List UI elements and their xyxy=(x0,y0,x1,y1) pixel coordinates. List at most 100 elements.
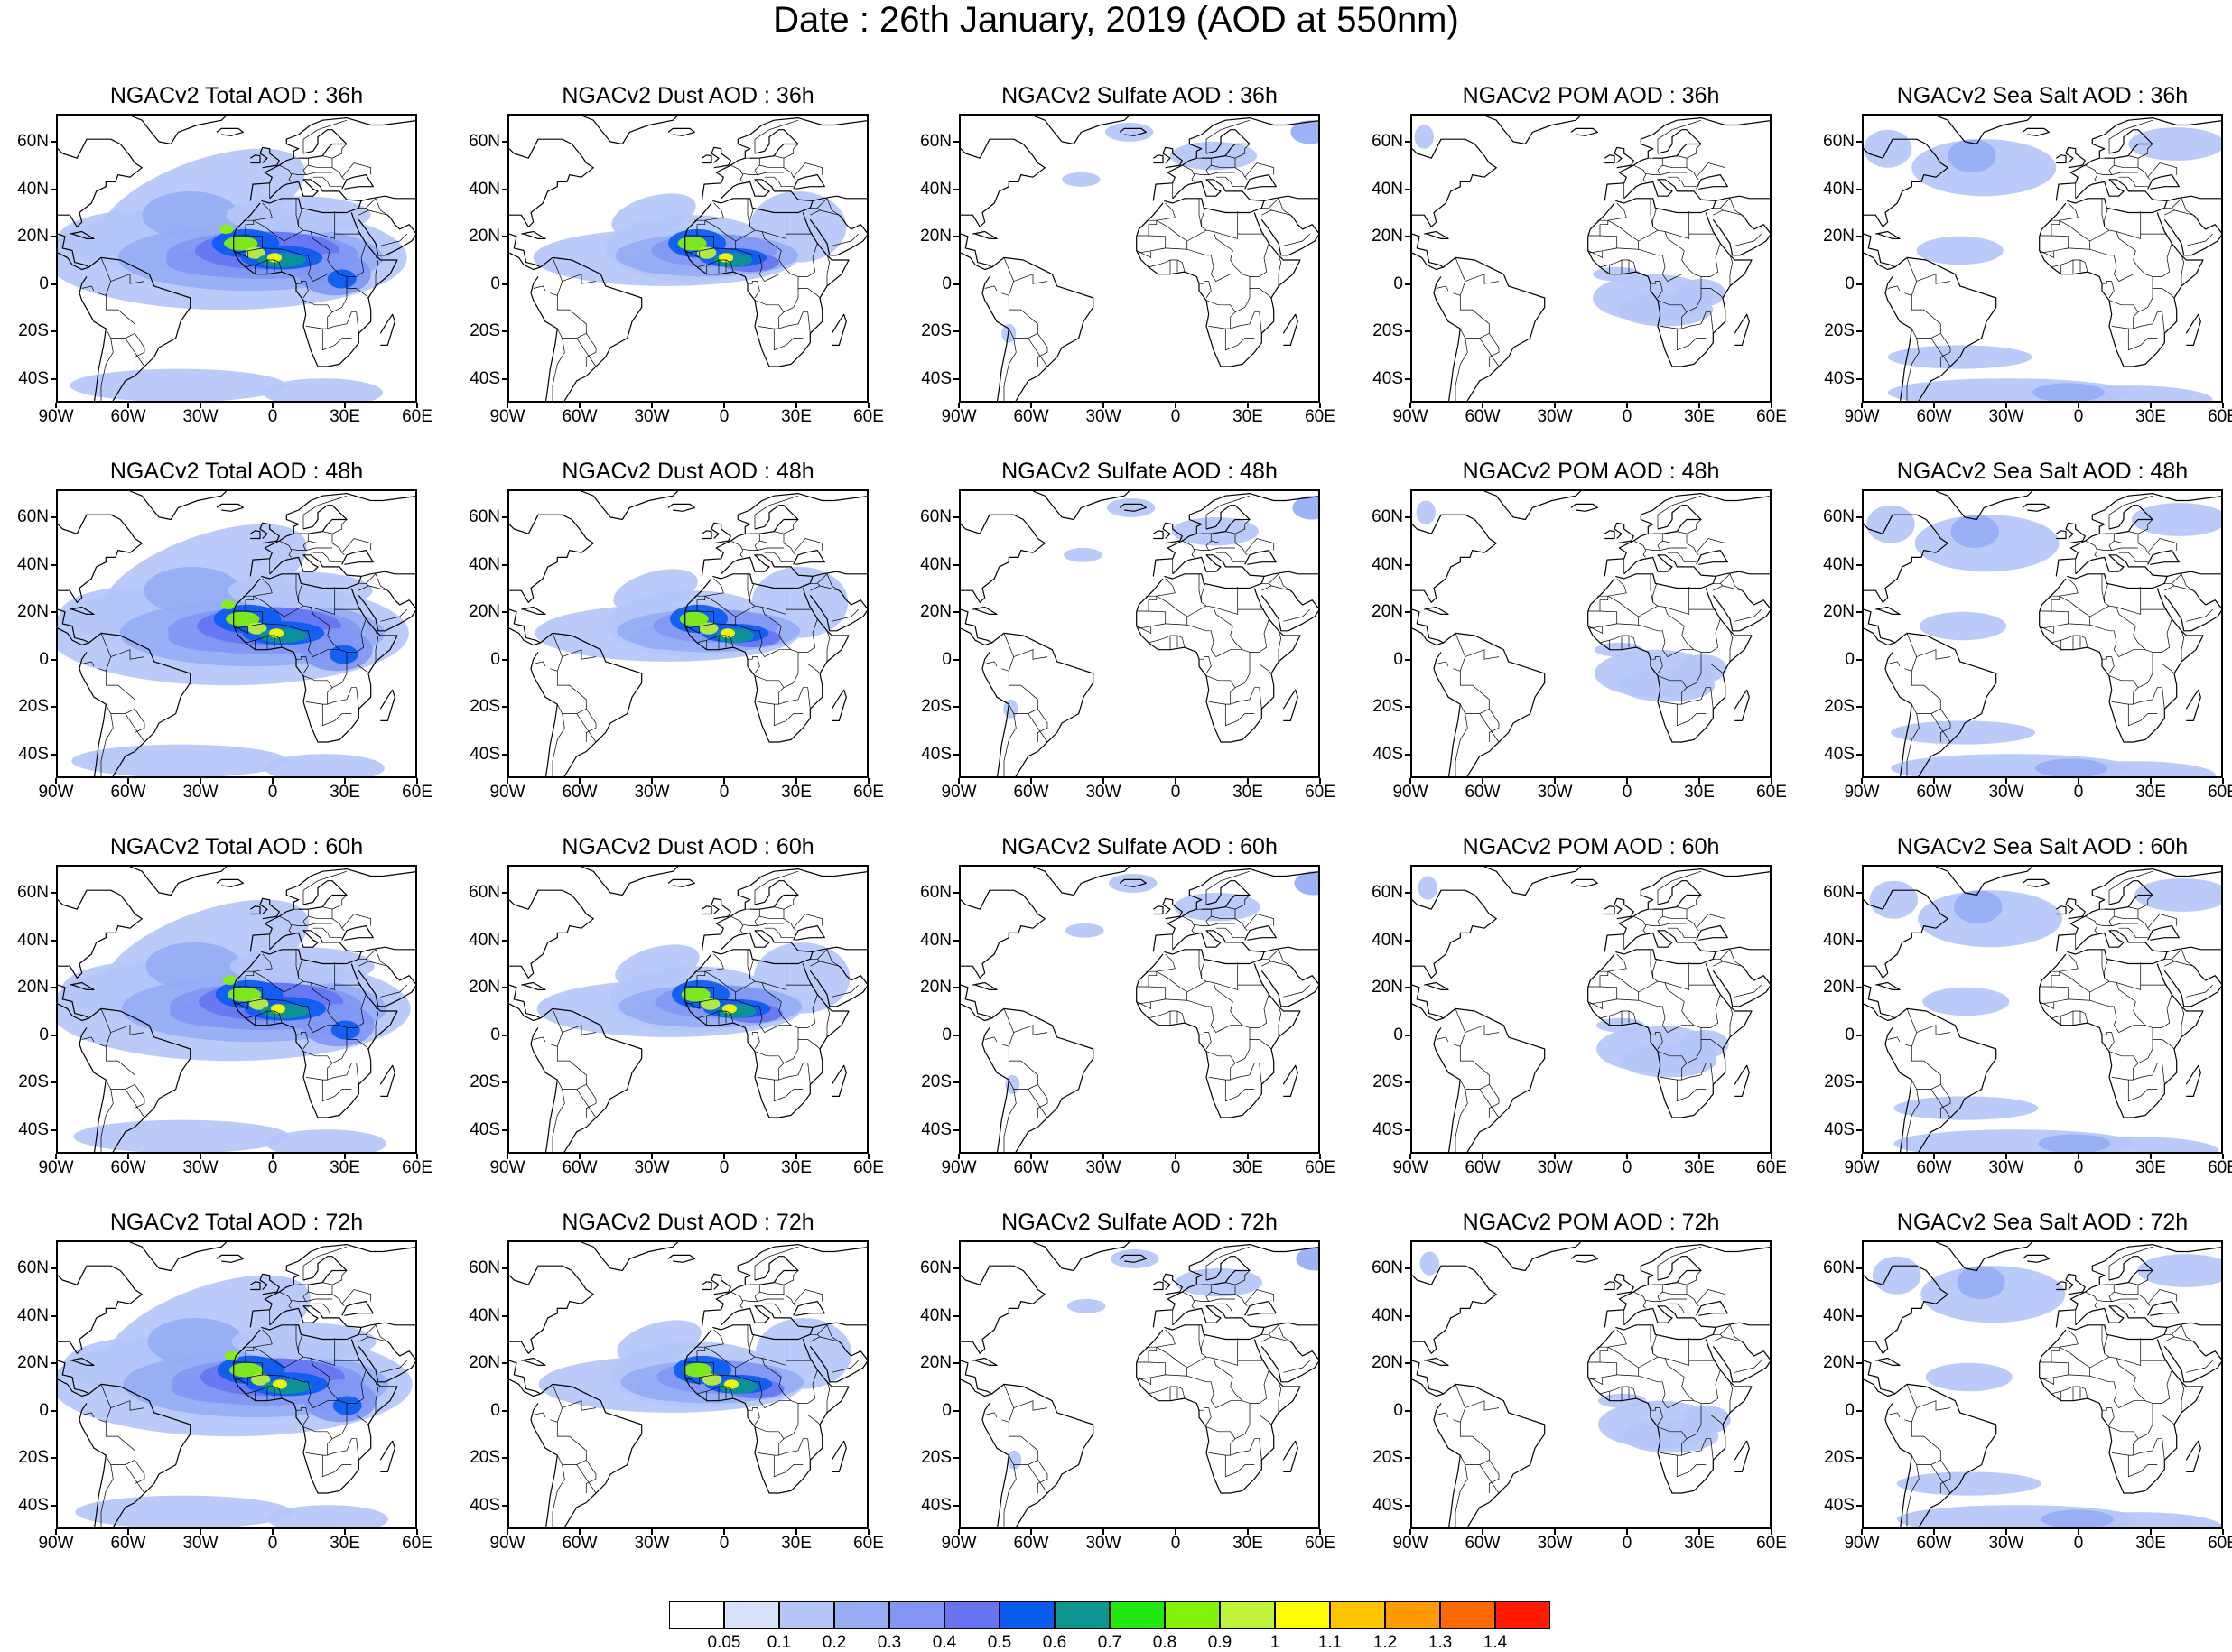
lon-tick xyxy=(507,1154,508,1159)
lon-tick-label: 60W xyxy=(1013,783,1049,802)
coastline-centralAm xyxy=(961,984,993,1022)
border xyxy=(1911,1046,1941,1090)
coastline-britain xyxy=(2065,897,2086,920)
border xyxy=(961,148,966,154)
map-panel-total-72h: NGACv2 Total AOD : 72h 60N 40N 20N 0 20S 40S 90… xyxy=(0,1202,442,1578)
border xyxy=(321,329,352,351)
border xyxy=(810,1336,821,1342)
coastline-blackSea xyxy=(1696,549,1728,565)
coastline-southAmerica xyxy=(1433,1007,1546,1152)
border xyxy=(1211,649,1242,658)
lat-tick xyxy=(1405,330,1410,333)
border xyxy=(331,1270,348,1285)
lon-tick-label: 60E xyxy=(402,407,432,426)
lon-tick-label: 30E xyxy=(1232,1158,1263,1177)
border xyxy=(375,1006,379,1037)
coastline-ireland xyxy=(1604,154,1615,164)
border xyxy=(1667,927,1697,939)
border xyxy=(110,649,145,660)
lat-tick xyxy=(51,1314,56,1317)
border xyxy=(125,1089,145,1118)
lat-tick xyxy=(51,377,56,380)
border xyxy=(1137,235,1167,254)
lon-tick-label: 60E xyxy=(1305,783,1335,802)
map-panel-sulfate-36h: NGACv2 Sulfate AOD : 36h 60N 40N 20N 0 20S 40S… xyxy=(903,76,1345,451)
border xyxy=(1198,1324,1207,1358)
coastline-med xyxy=(1164,554,1265,589)
lat-tick xyxy=(1856,611,1862,614)
border xyxy=(295,949,304,982)
border xyxy=(704,1329,724,1348)
coastline-centralAm xyxy=(509,1360,542,1397)
border xyxy=(296,1032,309,1050)
border xyxy=(375,630,379,662)
coastline-southAmerica xyxy=(79,632,191,776)
border xyxy=(757,172,784,175)
border xyxy=(1651,281,1663,299)
lat-tick-label: 20N xyxy=(469,1353,500,1373)
coastline-europe xyxy=(249,116,415,201)
border xyxy=(2108,119,2153,153)
border xyxy=(1662,1025,1694,1034)
border xyxy=(1916,1025,1951,1035)
border xyxy=(684,1001,701,1009)
border xyxy=(2108,300,2139,329)
panel-title: NGACv2 POM AOD : 48h xyxy=(1462,459,1720,484)
border xyxy=(2059,970,2167,993)
border xyxy=(552,1464,565,1527)
map-frame xyxy=(56,1240,417,1529)
border xyxy=(1028,713,1048,743)
border xyxy=(312,927,342,939)
border xyxy=(1230,311,1262,334)
aod-contour xyxy=(1109,873,1158,893)
lon-tick-label: 30E xyxy=(2135,407,2166,426)
border xyxy=(2116,982,2172,1028)
border xyxy=(783,664,821,689)
lon-tick xyxy=(1554,1154,1556,1159)
lon-tick xyxy=(1554,403,1556,408)
border xyxy=(783,1294,796,1307)
lon-tick-label: 60W xyxy=(1013,1158,1049,1177)
border xyxy=(759,155,785,169)
aod-map xyxy=(58,116,415,401)
lat-tick-label: 20S xyxy=(921,321,952,341)
lat-tick xyxy=(1405,1504,1410,1507)
coastline-greenland xyxy=(1483,491,1582,521)
map-frame xyxy=(959,1240,1320,1529)
lon-tick xyxy=(416,403,418,408)
border xyxy=(1650,949,1659,982)
aod-contour xyxy=(1922,987,2010,1016)
coastline-britain xyxy=(711,897,731,920)
coastline-madagascar xyxy=(2185,689,2201,721)
border xyxy=(1459,295,1490,339)
border xyxy=(2137,144,2153,159)
border xyxy=(1436,1412,1449,1418)
coastline-northAmerica xyxy=(961,889,1046,979)
border xyxy=(2172,949,2194,967)
lat-tick-label: 20S xyxy=(18,321,49,341)
border xyxy=(1211,1025,1242,1034)
lat-tick-label: 60N xyxy=(920,883,952,903)
coastline-madagascar xyxy=(2185,313,2201,346)
lat-tick-label: 0 xyxy=(39,1400,49,1420)
border xyxy=(585,333,597,367)
lat-tick-label: 40S xyxy=(1372,368,1403,388)
lat-tick-label: 20N xyxy=(17,1353,49,1373)
border xyxy=(1234,167,1248,181)
aod-contour xyxy=(1001,323,1017,343)
colorbar-swatch xyxy=(834,1601,889,1629)
panel-title: NGACv2 POM AOD : 36h xyxy=(1462,83,1720,108)
lon-tick-label: 30W xyxy=(1537,1158,1573,1177)
border xyxy=(1198,573,1207,607)
lat-tick xyxy=(1405,1267,1410,1270)
border xyxy=(291,157,309,175)
lat-tick-label: 20N xyxy=(1372,978,1403,998)
lon-tick xyxy=(1102,403,1104,408)
border xyxy=(305,923,332,926)
border xyxy=(2089,1375,2117,1401)
colorbar-label: 1 xyxy=(1269,1633,1280,1652)
lon-tick xyxy=(1482,778,1483,784)
border xyxy=(134,1084,145,1118)
country-borders xyxy=(58,870,407,1152)
lat-tick-label: 20N xyxy=(1372,602,1403,622)
